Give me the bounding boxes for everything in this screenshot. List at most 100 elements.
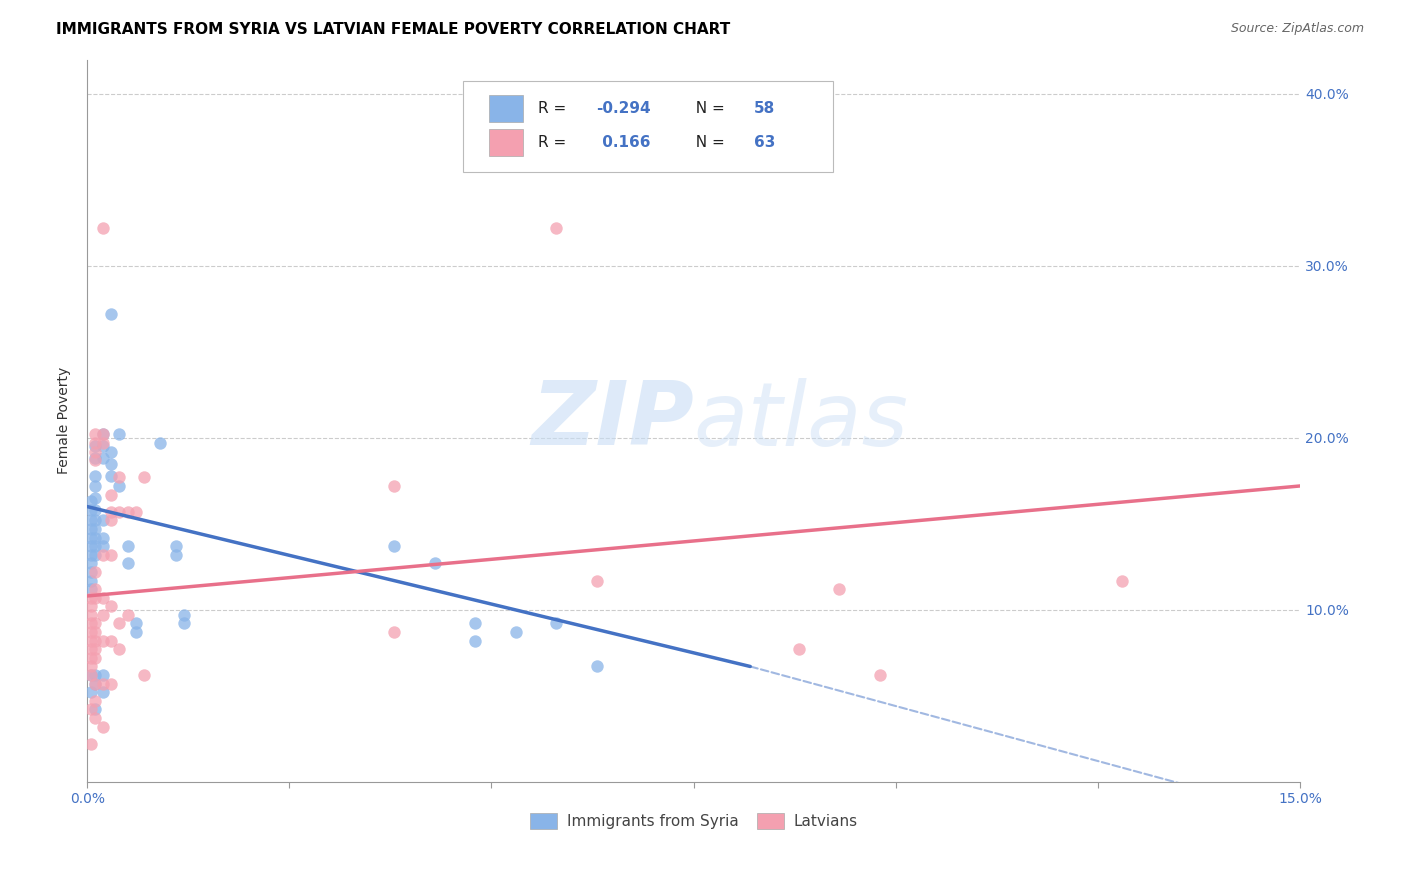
Text: atlas: atlas	[693, 377, 908, 464]
Point	[91, 539, 114, 553]
Point	[117, 505, 139, 519]
Point	[84, 453, 107, 467]
Point	[108, 479, 131, 493]
Point	[100, 307, 122, 321]
Point	[91, 676, 114, 690]
Text: Source: ZipAtlas.com: Source: ZipAtlas.com	[1230, 22, 1364, 36]
Point	[108, 427, 131, 442]
Point	[91, 548, 114, 562]
Point	[546, 616, 568, 631]
Point	[117, 607, 139, 622]
FancyBboxPatch shape	[489, 129, 523, 156]
Point	[91, 451, 114, 466]
Point	[464, 616, 486, 631]
FancyBboxPatch shape	[463, 81, 834, 171]
Point	[91, 439, 114, 453]
Point	[80, 548, 103, 562]
Point	[100, 487, 122, 501]
Point	[84, 591, 107, 605]
Text: 63: 63	[754, 135, 776, 150]
Point	[84, 548, 107, 562]
Point	[80, 582, 103, 596]
Point	[165, 539, 187, 553]
Point	[84, 642, 107, 657]
Point	[828, 582, 851, 596]
Point	[80, 642, 103, 657]
Point	[585, 659, 607, 673]
Point	[100, 513, 122, 527]
Point	[108, 470, 131, 484]
Point	[173, 616, 195, 631]
Point	[80, 702, 103, 716]
Point	[1111, 574, 1133, 588]
Point	[80, 651, 103, 665]
Point	[585, 574, 607, 588]
Point	[80, 513, 103, 527]
Point	[91, 221, 114, 235]
Legend: Immigrants from Syria, Latvians: Immigrants from Syria, Latvians	[524, 807, 863, 836]
Point	[464, 633, 486, 648]
Text: IMMIGRANTS FROM SYRIA VS LATVIAN FEMALE POVERTY CORRELATION CHART: IMMIGRANTS FROM SYRIA VS LATVIAN FEMALE …	[56, 22, 731, 37]
Point	[84, 444, 107, 458]
Point	[80, 522, 103, 536]
Point	[787, 642, 810, 657]
Point	[84, 565, 107, 579]
Point	[84, 439, 107, 453]
Point	[80, 668, 103, 682]
Point	[84, 651, 107, 665]
Text: -0.294: -0.294	[596, 101, 651, 116]
Point	[80, 668, 103, 682]
Point	[80, 659, 103, 673]
Point	[84, 491, 107, 505]
Point	[100, 505, 122, 519]
Point	[84, 503, 107, 517]
Point	[91, 685, 114, 699]
Point	[108, 616, 131, 631]
Point	[84, 633, 107, 648]
Point	[84, 479, 107, 493]
Point	[80, 565, 103, 579]
Point	[384, 625, 406, 640]
Point	[117, 539, 139, 553]
Point	[84, 616, 107, 631]
Point	[80, 599, 103, 614]
Point	[546, 221, 568, 235]
Point	[80, 607, 103, 622]
Text: 0.166: 0.166	[596, 135, 650, 150]
Point	[80, 625, 103, 640]
FancyBboxPatch shape	[489, 95, 523, 122]
Point	[80, 591, 103, 605]
Point	[91, 633, 114, 648]
Point	[100, 548, 122, 562]
Point	[84, 582, 107, 596]
Text: ZIP: ZIP	[531, 377, 693, 464]
Point	[91, 513, 114, 527]
Point	[80, 494, 103, 508]
Point	[91, 668, 114, 682]
Point	[84, 676, 107, 690]
Point	[100, 468, 122, 483]
Point	[173, 607, 195, 622]
Point	[80, 685, 103, 699]
Point	[80, 616, 103, 631]
Text: 58: 58	[754, 101, 776, 116]
Point	[80, 557, 103, 571]
Point	[505, 625, 527, 640]
Point	[84, 702, 107, 716]
Point	[84, 427, 107, 442]
Point	[80, 737, 103, 751]
Point	[84, 711, 107, 725]
Point	[91, 531, 114, 545]
Point	[80, 574, 103, 588]
Point	[91, 427, 114, 442]
Point	[132, 470, 155, 484]
Point	[91, 427, 114, 442]
Text: R =: R =	[538, 135, 571, 150]
Text: R =: R =	[538, 101, 571, 116]
Point	[91, 436, 114, 450]
Point	[108, 642, 131, 657]
Point	[91, 607, 114, 622]
Point	[124, 616, 146, 631]
Point	[165, 548, 187, 562]
Point	[384, 479, 406, 493]
